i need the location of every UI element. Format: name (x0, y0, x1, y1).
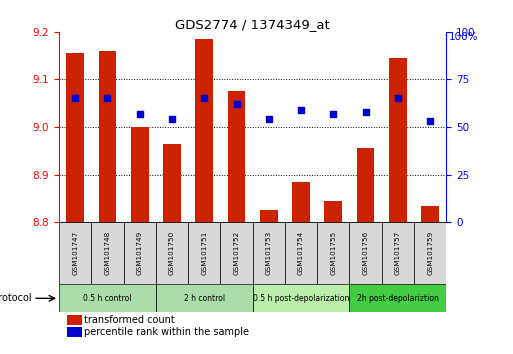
Bar (91, 222, 124, 285)
Point (297, 107, 305, 113)
Text: GSM101753: GSM101753 (266, 231, 272, 275)
Bar (221, 222, 252, 285)
Bar (163, 144, 181, 222)
Point (265, 116, 273, 122)
Bar (67, 315, 82, 325)
Bar (349, 285, 446, 312)
Text: GSM101756: GSM101756 (363, 231, 369, 275)
Text: GSM101755: GSM101755 (330, 231, 337, 275)
Text: GSM101749: GSM101749 (136, 231, 143, 275)
Text: GSM101757: GSM101757 (395, 231, 401, 275)
Text: 0.5 h post-depolarization: 0.5 h post-depolarization (253, 294, 349, 303)
Point (71, 96, 79, 101)
Point (168, 116, 176, 122)
Text: GSM101751: GSM101751 (201, 231, 207, 275)
Bar (260, 210, 278, 222)
Bar (59, 222, 91, 285)
Title: GDS2774 / 1374349_at: GDS2774 / 1374349_at (175, 18, 330, 31)
Bar (285, 222, 317, 285)
Point (135, 111, 144, 116)
Point (329, 111, 338, 116)
Bar (252, 222, 285, 285)
Point (200, 96, 208, 101)
Point (426, 119, 435, 124)
Bar (382, 222, 414, 285)
Text: GSM101750: GSM101750 (169, 231, 175, 275)
Point (232, 101, 241, 107)
Bar (59, 285, 156, 312)
Text: GSM101752: GSM101752 (233, 231, 240, 275)
Bar (156, 222, 188, 285)
Text: 100%: 100% (449, 32, 479, 42)
Bar (389, 58, 407, 222)
Bar (131, 127, 149, 222)
Text: GSM101754: GSM101754 (298, 231, 304, 275)
Bar (188, 222, 221, 285)
Bar (228, 91, 245, 222)
Text: GSM101747: GSM101747 (72, 231, 78, 275)
Text: 2 h control: 2 h control (184, 294, 225, 303)
Text: 0.5 h control: 0.5 h control (83, 294, 132, 303)
Bar (317, 222, 349, 285)
Bar (66, 53, 84, 222)
Bar (195, 39, 213, 222)
Bar (421, 206, 439, 222)
Bar (414, 222, 446, 285)
Point (394, 96, 402, 101)
Point (103, 96, 111, 101)
Text: transformed count: transformed count (84, 315, 175, 325)
Text: protocol: protocol (0, 293, 32, 303)
Bar (98, 51, 116, 222)
Bar (124, 222, 156, 285)
Bar (292, 182, 310, 222)
Point (362, 109, 370, 115)
Bar (324, 201, 342, 222)
Text: GSM101748: GSM101748 (105, 231, 110, 275)
Bar (357, 148, 374, 222)
Bar (252, 285, 349, 312)
Text: GSM101759: GSM101759 (427, 231, 433, 275)
Text: 2h post-depolariztion: 2h post-depolariztion (357, 294, 439, 303)
Text: percentile rank within the sample: percentile rank within the sample (84, 327, 249, 337)
Bar (349, 222, 382, 285)
Bar (156, 285, 252, 312)
Bar (67, 327, 82, 337)
